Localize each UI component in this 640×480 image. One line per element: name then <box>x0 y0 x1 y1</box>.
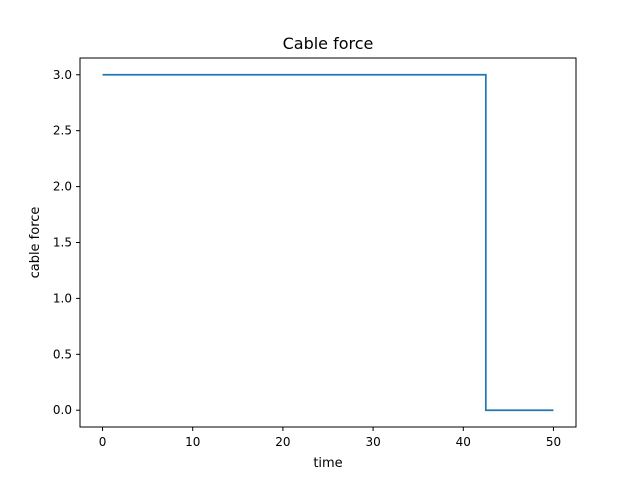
y-axis: 0.0 0.5 1.0 1.5 2.0 2.5 3.0 <box>53 68 80 417</box>
x-tick-label: 50 <box>546 435 561 449</box>
x-tick-label: 30 <box>365 435 380 449</box>
x-axis: 0 10 20 30 40 50 <box>99 427 561 449</box>
x-tick-label: 40 <box>456 435 471 449</box>
y-tick-label: 1.0 <box>53 291 72 305</box>
y-tick-label: 2.5 <box>53 124 72 138</box>
x-tick-label: 10 <box>185 435 200 449</box>
y-tick-label: 1.5 <box>53 236 72 250</box>
y-axis-label: cable force <box>28 207 43 279</box>
series-line-0 <box>102 73 554 412</box>
y-tick-label: 2.0 <box>53 180 72 194</box>
plot-area <box>102 73 554 412</box>
x-axis-label: time <box>313 456 342 471</box>
x-tick-label: 0 <box>99 435 107 449</box>
y-tick-label: 3.0 <box>53 68 72 82</box>
chart-title: Cable force <box>283 34 374 53</box>
y-tick-label: 0.0 <box>53 403 72 417</box>
y-tick-label: 0.5 <box>53 347 72 361</box>
x-tick-label: 20 <box>275 435 290 449</box>
